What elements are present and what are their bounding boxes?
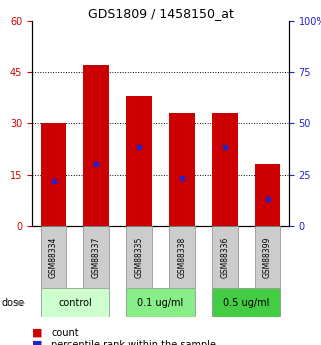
Bar	[83, 226, 109, 288]
Text: GSM88335: GSM88335	[134, 236, 143, 278]
Text: GSM88336: GSM88336	[220, 236, 229, 278]
Text: GSM88399: GSM88399	[263, 236, 272, 278]
Text: GSM88334: GSM88334	[49, 236, 58, 278]
Text: ►: ►	[17, 298, 25, 308]
Text: ■: ■	[32, 328, 43, 338]
Text: ■: ■	[32, 340, 43, 345]
Bar	[126, 288, 195, 317]
Bar	[126, 226, 152, 288]
Text: GSM88337: GSM88337	[92, 236, 101, 278]
Text: control: control	[58, 298, 92, 308]
Bar	[212, 113, 238, 226]
Bar	[212, 288, 280, 317]
Bar	[41, 124, 66, 226]
Bar	[255, 165, 280, 226]
Bar	[169, 226, 195, 288]
Bar	[126, 96, 152, 226]
Bar	[83, 65, 109, 226]
Bar	[212, 226, 238, 288]
Bar	[41, 288, 109, 317]
Title: GDS1809 / 1458150_at: GDS1809 / 1458150_at	[88, 7, 233, 20]
Text: count: count	[51, 328, 79, 338]
Bar	[255, 226, 280, 288]
Text: GSM88338: GSM88338	[178, 236, 187, 278]
Bar	[169, 113, 195, 226]
Bar	[41, 226, 66, 288]
Text: 0.1 ug/ml: 0.1 ug/ml	[137, 298, 184, 308]
Text: percentile rank within the sample: percentile rank within the sample	[51, 340, 216, 345]
Text: 0.5 ug/ml: 0.5 ug/ml	[223, 298, 269, 308]
Text: dose: dose	[2, 298, 25, 308]
